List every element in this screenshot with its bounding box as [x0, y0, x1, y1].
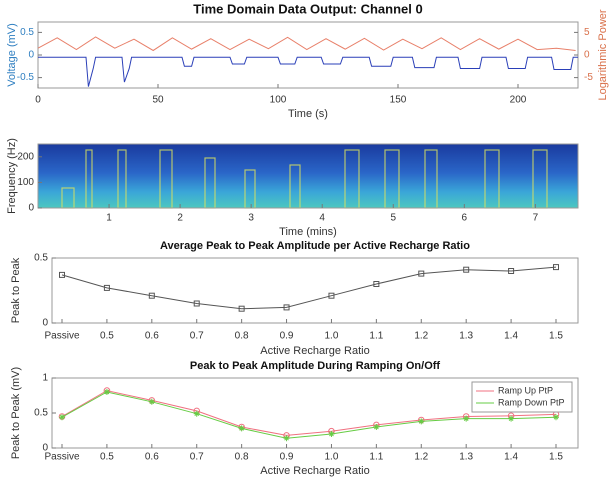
- marker: [238, 305, 245, 312]
- legend-label: Ramp Up PtP: [498, 385, 553, 395]
- x-tick-label: 150: [390, 95, 407, 106]
- y-tick-label: 0: [28, 50, 34, 61]
- y-axis-label: Frequency (Hz): [6, 138, 18, 214]
- x-tick-label: 0.9: [280, 452, 294, 463]
- y2-tick-label: 0: [584, 50, 590, 61]
- legend-box: [471, 381, 573, 413]
- x-tick-label: 0.8: [235, 452, 249, 463]
- x-tick-label: 0.9: [280, 331, 294, 342]
- x-tick-label: 4: [319, 213, 325, 224]
- marker: [148, 292, 155, 299]
- x-tick-label: 1.3: [459, 331, 473, 342]
- x-tick-label: 1.0: [325, 331, 339, 342]
- x-axis-label: Active Recharge Ratio: [260, 465, 369, 477]
- marker: [553, 264, 559, 271]
- x-tick-label: 0.8: [235, 331, 249, 342]
- y-tick-label: 0: [42, 443, 48, 454]
- x-tick-label: 1.5: [549, 331, 563, 342]
- x-tick-label: 1.4: [504, 452, 518, 463]
- marker: [418, 418, 425, 425]
- y-axis-label: Peak to Peak (mV): [10, 367, 22, 459]
- marker: [59, 414, 65, 421]
- x-tick-label: 0.6: [145, 331, 159, 342]
- marker: [328, 292, 335, 299]
- x-tick-label: 2: [177, 213, 183, 224]
- plot-area: [51, 257, 579, 324]
- marker: [373, 424, 380, 430]
- y-axis-label: Peak to Peak: [10, 257, 22, 323]
- y-tick-label: 0.5: [20, 27, 34, 38]
- x-tick-label: 200: [510, 95, 527, 106]
- x-tick-label: Passive: [44, 331, 79, 342]
- x-tick-label: 0.7: [190, 452, 204, 463]
- x-tick-label: Passive: [44, 452, 79, 463]
- series-line: [38, 56, 578, 87]
- series-line: [61, 266, 557, 310]
- chart-title: Time Domain Data Output: Channel 0: [193, 1, 422, 16]
- marker: [373, 281, 380, 287]
- spectrogram-image: [38, 144, 578, 209]
- marker: [193, 300, 200, 307]
- chart-title: Average Peak to Peak Amplitude per Activ…: [160, 240, 470, 252]
- plot-area: [37, 21, 579, 89]
- y-tick-label: -0.5: [17, 72, 35, 83]
- marker: [103, 284, 110, 291]
- x-tick-label: 1.2: [414, 331, 428, 342]
- x-axis-label: Active Recharge Ratio: [260, 345, 369, 357]
- y2-tick-label: -5: [584, 72, 593, 83]
- series-line: [37, 36, 576, 52]
- y-tick-label: 0.5: [34, 408, 48, 419]
- marker: [508, 268, 515, 274]
- marker: [418, 270, 425, 277]
- x-tick-label: 1.1: [369, 331, 383, 342]
- y-tick-label: 1: [42, 373, 48, 384]
- marker: [238, 425, 245, 432]
- x-tick-label: 1.2: [414, 452, 428, 463]
- y-tick-label: 0: [28, 203, 34, 214]
- x-tick-label: 1.3: [459, 452, 473, 463]
- x-tick-label: 3: [248, 213, 254, 224]
- marker: [283, 435, 290, 442]
- marker: [328, 431, 335, 437]
- x-tick-label: 1.5: [549, 452, 563, 463]
- x-tick-label: 6: [462, 213, 468, 224]
- x-tick-label: 50: [152, 95, 164, 106]
- x-tick-label: 0.7: [190, 331, 204, 342]
- x-tick-label: 1.1: [369, 452, 383, 463]
- marker: [59, 271, 65, 278]
- x-tick-label: 1: [106, 213, 112, 224]
- x-axis-label: Time (s): [288, 108, 328, 120]
- marker: [508, 415, 515, 422]
- y2-axis-label: Logarithmic Power: [597, 9, 609, 100]
- y-tick-label: 200: [17, 151, 34, 162]
- y2-tick-label: 5: [584, 27, 590, 38]
- series-line: [61, 391, 557, 439]
- marker: [193, 410, 200, 417]
- marker: [283, 304, 290, 311]
- x-tick-label: 1.0: [325, 452, 339, 463]
- marker: [103, 389, 110, 395]
- x-tick-label: 5: [390, 213, 396, 224]
- x-tick-label: 0: [35, 95, 41, 106]
- x-tick-label: 0.5: [100, 452, 114, 463]
- x-tick-label: 0.6: [145, 452, 159, 463]
- marker: [463, 266, 470, 273]
- x-tick-label: 100: [270, 95, 287, 106]
- y-tick-label: 0: [42, 318, 48, 329]
- series-line: [61, 390, 557, 436]
- marker: [553, 414, 559, 421]
- y-tick-label: 0.5: [34, 253, 48, 264]
- marker: [463, 415, 470, 422]
- y-axis-label: Voltage (mV): [6, 23, 18, 87]
- plot-frame: [37, 143, 579, 209]
- marker: [148, 398, 155, 405]
- y-tick-label: 100: [17, 177, 34, 188]
- x-tick-label: 0.5: [100, 331, 114, 342]
- x-axis-label: Time (mins): [279, 226, 337, 238]
- chart-title: Peak to Peak Amplitude During Ramping On…: [190, 360, 441, 372]
- legend-label: Ramp Down PtP: [498, 397, 565, 407]
- x-tick-label: 1.4: [504, 331, 518, 342]
- x-tick-label: 7: [533, 213, 539, 224]
